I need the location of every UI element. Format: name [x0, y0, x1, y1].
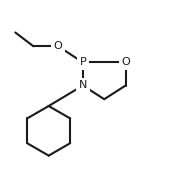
Text: P: P	[80, 57, 86, 67]
Text: N: N	[79, 81, 87, 90]
Text: O: O	[54, 41, 62, 51]
Text: O: O	[121, 57, 130, 67]
